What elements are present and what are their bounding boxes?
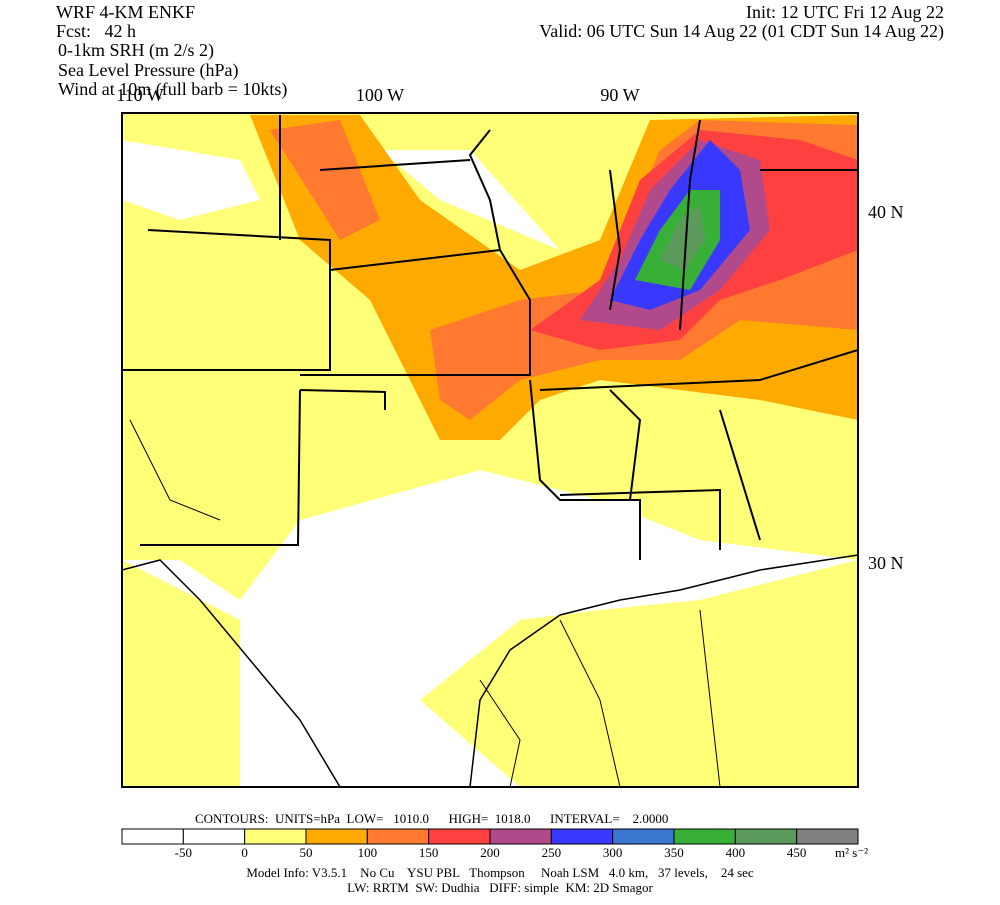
srh-field xyxy=(122,560,858,787)
header-line: Sea Level Pressure (hPa) xyxy=(58,60,238,81)
lat-label: 40 N xyxy=(868,202,904,222)
valid-time: Valid: 06 UTC Sun 14 Aug 22 (01 CDT Sun … xyxy=(539,21,944,42)
colorbar-box xyxy=(734,828,798,845)
coastline xyxy=(122,554,858,787)
header-line: Wind at 10m (full barb = 10kts) xyxy=(58,79,287,100)
colorbar-label: 250 xyxy=(542,845,562,860)
colorbar-box xyxy=(550,828,614,845)
colorbar-label: 350 xyxy=(664,845,684,860)
colorbar: -50 0 50 100 150 200 250 300 350 400 450 xyxy=(121,828,859,860)
colorbar-units: m² s⁻² xyxy=(835,845,868,860)
colorbar-label: 450 xyxy=(787,845,807,860)
colorbar-label: 300 xyxy=(603,845,623,860)
colorbar-box xyxy=(428,828,491,845)
lon-label: 100 W xyxy=(356,85,404,105)
init-time: Init: 12 UTC Fri 12 Aug 22 xyxy=(746,2,944,22)
colorbar-box xyxy=(244,828,307,845)
map-frame xyxy=(121,112,859,788)
colorbar-box xyxy=(121,828,184,845)
lat-label: 30 N xyxy=(868,553,904,573)
contour-info: CONTOURS: UNITS=hPa LOW= 1010.0 HIGH= 10… xyxy=(195,811,668,826)
srh-field xyxy=(660,205,705,270)
srh-field xyxy=(122,140,640,600)
colorbar-box xyxy=(305,828,368,845)
colorbar-label: 400 xyxy=(726,845,746,860)
isobars xyxy=(129,419,721,787)
colorbar-box xyxy=(612,828,675,845)
header-line: 0-1km SRH (m 2/s 2) xyxy=(58,40,214,61)
lon-label: 110 W xyxy=(116,85,164,105)
colorbar-box xyxy=(796,828,859,845)
model-info: Model Info: V3.5.1 No Cu YSU PBL Thompso… xyxy=(246,865,754,880)
colorbar-label: 200 xyxy=(480,845,500,860)
colorbar-label: 0 xyxy=(241,845,248,860)
model-info: LW: RRTM SW: Dudhia DIFF: simple KM: 2D … xyxy=(347,880,653,895)
colorbar-label: 50 xyxy=(300,845,313,860)
colorbar-box xyxy=(182,828,246,845)
header-line: Fcst: 42 h xyxy=(56,21,136,41)
header-line: WRF 4-KM ENKF xyxy=(56,2,195,22)
colorbar-box xyxy=(489,828,552,845)
colorbar-label: 100 xyxy=(358,845,378,860)
map xyxy=(121,112,859,788)
colorbar-box xyxy=(673,828,736,845)
boundaries xyxy=(122,115,858,560)
colorbar-box xyxy=(366,828,430,845)
colorbar-label: -50 xyxy=(175,845,192,860)
lon-label: 90 W xyxy=(600,85,639,105)
colorbar-label: 150 xyxy=(419,845,439,860)
